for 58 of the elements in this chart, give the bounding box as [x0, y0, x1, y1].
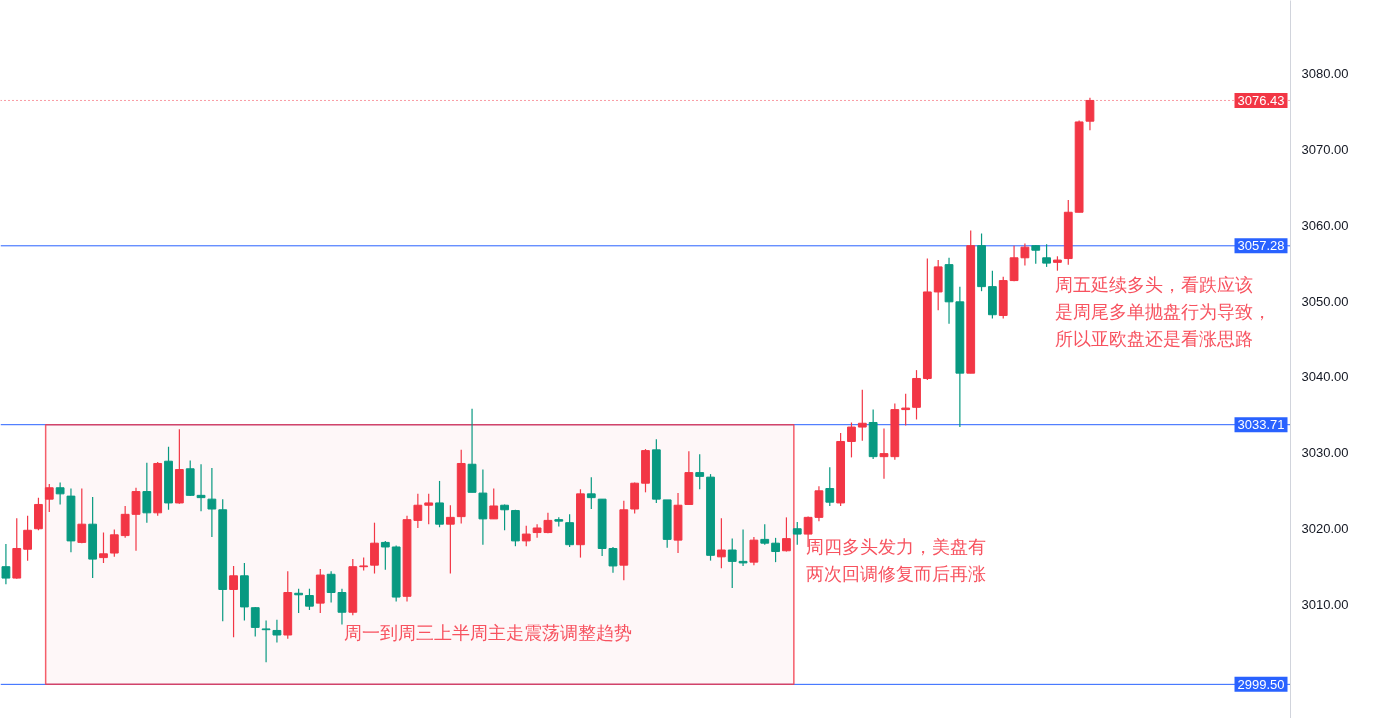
candlestick [142, 462, 152, 524]
candlestick [792, 521, 802, 546]
y-tick-label: 3030.00 [1301, 445, 1349, 461]
candlestick [749, 536, 759, 566]
y-tick-label: 3070.00 [1301, 141, 1349, 157]
ref-line-label: 3076.43 [1237, 92, 1285, 108]
candlestick [760, 523, 770, 546]
candlestick [586, 476, 596, 510]
candlestick [782, 516, 791, 553]
candlestick [489, 487, 499, 520]
candlestick [229, 565, 238, 638]
candlestick [857, 389, 867, 442]
candlestick [1, 543, 11, 585]
candlestick [120, 505, 130, 539]
candlestick [131, 487, 141, 552]
candlestick [1020, 242, 1030, 266]
candlestick [99, 531, 108, 564]
candlestick [55, 481, 65, 506]
y-tick-label: 3020.00 [1301, 521, 1349, 537]
candlestick [825, 466, 835, 507]
candlestick [44, 483, 54, 513]
y-tick-label: 3010.00 [1301, 597, 1349, 613]
annotation: 周一到周三上半周主走震荡调整趋势 [344, 622, 633, 643]
y-tick-label: 3080.00 [1301, 65, 1349, 81]
candlestick [250, 606, 260, 638]
candlestick [500, 503, 509, 531]
candlestick [445, 504, 455, 575]
candlestick [1085, 97, 1095, 131]
ref-line-label: 3033.71 [1237, 417, 1285, 433]
candlestick [23, 515, 32, 562]
candlestick [716, 517, 726, 569]
candlestick [901, 393, 911, 427]
candlestick [435, 480, 444, 528]
candlestick [521, 525, 531, 547]
y-tick-label: 3050.00 [1301, 293, 1349, 309]
candlestick [380, 540, 390, 571]
candlestick [1042, 243, 1051, 268]
annotation: 周五延续多头，看跌应该是周尾多单抛盘行为导致，所以亚欧盘还是看涨思路 [1055, 275, 1272, 350]
y-tick-label: 3040.00 [1301, 369, 1349, 385]
candlestick [727, 538, 737, 589]
candlestick [207, 467, 217, 538]
y-tick-label: 3060.00 [1301, 217, 1349, 233]
candlestick [771, 537, 780, 563]
candlestick [77, 487, 87, 544]
ref-line-label: 3057.28 [1237, 238, 1285, 254]
annotation: 周四多头发力，美盘有两次回调修复而后再涨 [805, 537, 986, 585]
candlestick [565, 513, 575, 548]
candlestick [305, 588, 314, 611]
candlestick [272, 619, 282, 644]
candlestick [261, 619, 271, 663]
candlestick [847, 421, 856, 459]
candlestick [738, 528, 748, 567]
candlestick [695, 453, 705, 490]
candlestick [1009, 245, 1019, 282]
candlestick [424, 493, 434, 525]
ref-line-label: 2999.50 [1237, 676, 1285, 692]
candlestick [109, 528, 119, 558]
candlestick [370, 522, 379, 575]
